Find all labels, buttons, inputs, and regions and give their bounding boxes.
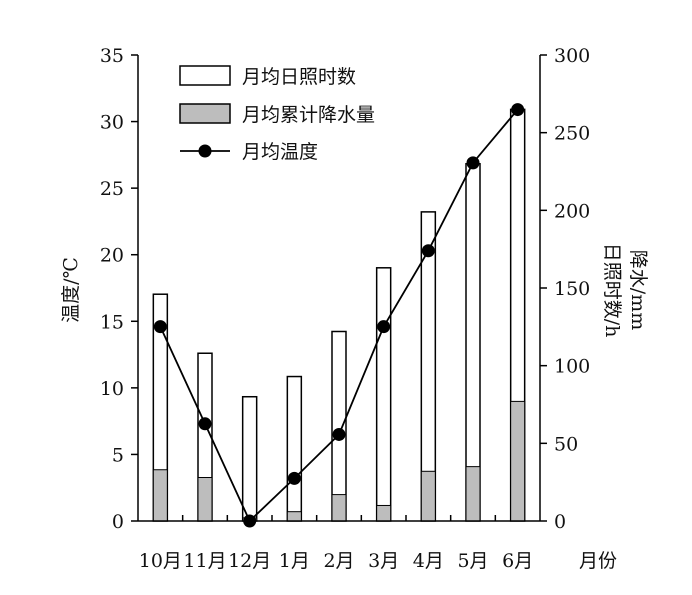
category-label: 6月 — [502, 550, 533, 572]
legend-label-sunshine: 月均日照时数 — [242, 66, 356, 88]
right-axis-title-line1: 降水/mm — [627, 250, 649, 330]
legend-label-temperature: 月均温度 — [242, 141, 318, 163]
rain-bar — [152, 469, 168, 522]
right-axis-title-line2: 日照时数/h — [601, 243, 623, 338]
right-tick-label: 300 — [554, 45, 590, 67]
axes-layer — [131, 54, 547, 522]
right-tick-label: 200 — [554, 200, 590, 222]
labels-layer: 0 5 10 15 20 25 30 35 0 50 100 150 200 250 300 10月 11月 12… — [60, 45, 649, 572]
left-tick-label: 25 — [100, 178, 124, 200]
category-label: 10月 — [139, 550, 182, 572]
temperature-point — [198, 417, 212, 431]
right-tick-label: 100 — [554, 356, 590, 378]
right-tick-label: 50 — [554, 433, 578, 455]
temperature-point — [153, 320, 167, 334]
temperature-point — [421, 244, 435, 258]
rain-bar — [510, 400, 526, 522]
category-label: 3月 — [368, 550, 399, 572]
sunshine-bar — [241, 395, 258, 522]
rain-bar — [465, 466, 481, 522]
left-axis-title: 温度/℃ — [60, 257, 82, 323]
rain-bar — [286, 511, 302, 522]
rain-bar — [197, 477, 213, 522]
category-label: 11月 — [183, 550, 226, 572]
temperature-point — [377, 320, 391, 334]
left-tick-label: 20 — [100, 245, 124, 267]
temperature-point — [466, 156, 480, 170]
temperature-point — [511, 103, 525, 117]
right-tick-label: 250 — [554, 123, 590, 145]
sunshine-bar — [375, 267, 392, 522]
temperature-point — [287, 471, 301, 485]
temperature-point — [243, 514, 257, 528]
left-tick-label: 15 — [100, 311, 124, 333]
x-axis-title: 月份 — [579, 550, 617, 572]
category-label: 4月 — [413, 550, 444, 572]
left-tick-label: 0 — [112, 511, 124, 533]
legend-label-rain: 月均累计降水量 — [242, 104, 375, 126]
category-label: 12月 — [228, 550, 271, 572]
legend-swatch-rain — [179, 103, 231, 124]
sunshine-bar — [286, 375, 303, 522]
rain-bar — [331, 494, 347, 522]
left-tick-label: 30 — [100, 112, 124, 134]
rain-bar — [376, 504, 392, 522]
right-tick-label: 0 — [554, 511, 566, 533]
temperature-line-layer — [153, 103, 525, 528]
left-tick-label: 35 — [100, 45, 124, 67]
sunshine-bar — [331, 330, 347, 522]
category-label: 5月 — [457, 550, 488, 572]
bars-layer — [152, 108, 526, 522]
legend-swatch-sunshine — [179, 65, 231, 86]
legend-swatch-temperature-marker — [198, 144, 212, 158]
left-tick-label: 10 — [100, 378, 124, 400]
category-label: 2月 — [323, 550, 354, 572]
right-tick-label: 150 — [554, 278, 590, 300]
category-label: 1月 — [279, 550, 310, 572]
temperature-point — [332, 427, 346, 441]
left-tick-label: 5 — [112, 444, 124, 466]
rain-bar — [420, 470, 436, 522]
